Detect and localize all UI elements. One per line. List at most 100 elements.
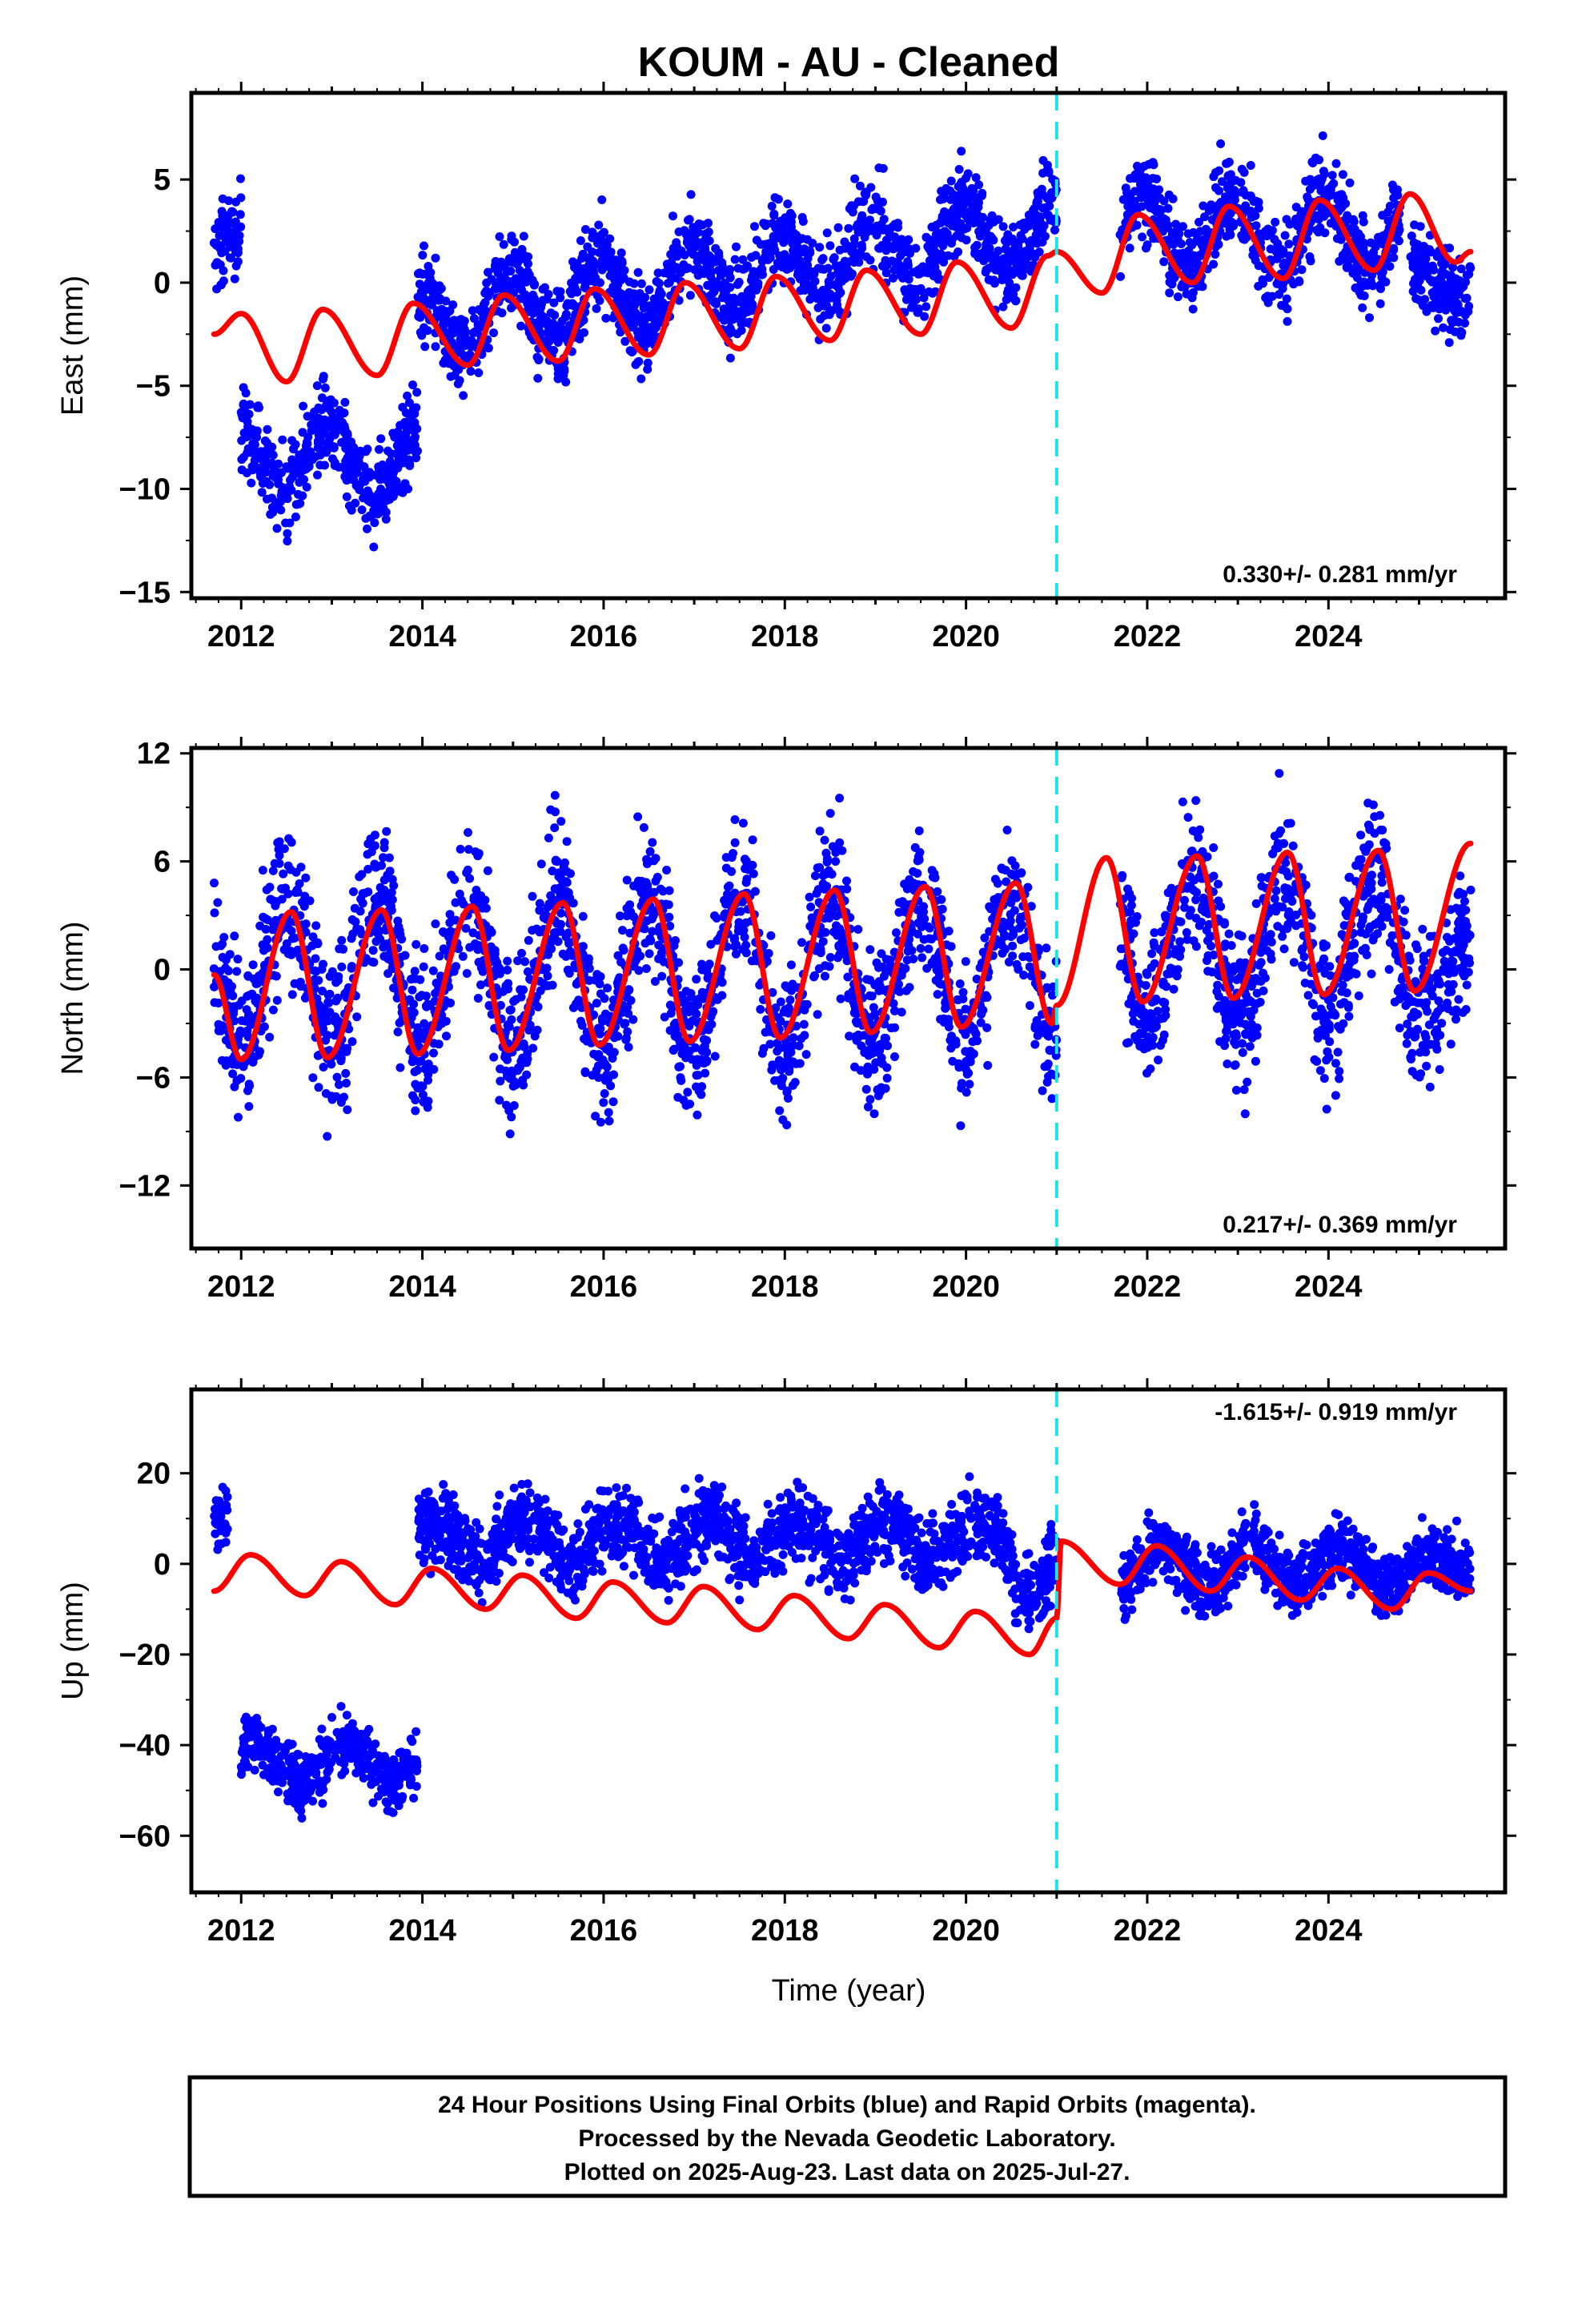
north-data-point: [1004, 957, 1014, 967]
east-data-point: [1224, 180, 1234, 190]
north-data-point: [676, 1073, 685, 1083]
east-data-point: [861, 191, 870, 200]
north-data-point: [621, 1035, 631, 1044]
east-data-point: [956, 179, 966, 188]
east-data-point: [820, 311, 829, 320]
east-data-point: [912, 295, 921, 304]
north-data-point: [458, 951, 468, 961]
east-data-point: [1431, 326, 1440, 336]
east-data-point: [237, 465, 247, 475]
east-data-point: [1438, 267, 1447, 277]
east-data-point: [519, 231, 528, 241]
north-data-point: [692, 1082, 701, 1092]
east-data-point: [1461, 277, 1470, 287]
east-data-point: [850, 174, 860, 183]
north-data-point: [418, 1082, 428, 1092]
east-data-point: [346, 457, 355, 467]
north-data-point: [429, 1064, 439, 1074]
east-data-point: [252, 450, 261, 460]
north-data-point: [628, 1015, 638, 1024]
north-data-point: [980, 933, 990, 943]
east-data-point: [294, 466, 303, 476]
east-data-point: [312, 381, 322, 391]
east-data-point: [327, 414, 337, 424]
east-data-point: [523, 296, 532, 306]
east-data-point: [1122, 188, 1131, 198]
north-data-point: [273, 838, 283, 847]
east-data-point: [646, 304, 656, 314]
north-data-point: [697, 1046, 707, 1055]
east-data-point: [452, 365, 462, 375]
north-data-point: [519, 1080, 528, 1090]
north-data-point: [665, 886, 674, 895]
east-data-point: [237, 436, 247, 445]
east-data-point: [665, 259, 674, 269]
east-data-point: [408, 425, 418, 435]
north-data-point: [644, 949, 654, 959]
north-data-point: [820, 884, 829, 894]
east-data-point: [1223, 159, 1232, 168]
north-data-point: [881, 1084, 890, 1093]
east-data-point: [209, 238, 219, 247]
east-data-point: [1182, 289, 1191, 299]
east-data-point: [404, 398, 414, 408]
east-data-point: [567, 278, 576, 287]
north-data-point: [248, 960, 258, 970]
east-data-point: [921, 302, 931, 312]
north-data-point: [368, 946, 378, 955]
north-data-point: [986, 904, 995, 914]
east-data-point: [974, 180, 984, 190]
north-data-point: [445, 918, 455, 927]
north-data-point: [774, 1055, 784, 1065]
east-data-point: [1019, 261, 1029, 271]
north-data-point: [210, 879, 219, 888]
east-data-point: [298, 428, 307, 437]
north-data-point: [730, 838, 740, 847]
east-data-point: [307, 426, 316, 436]
north-data-point: [853, 925, 863, 934]
east-data-point: [631, 360, 640, 369]
east-data-point: [620, 303, 629, 312]
east-data-point: [1319, 167, 1328, 176]
north-data-point: [379, 843, 389, 853]
north-data-point: [693, 1055, 702, 1064]
north-data-point: [418, 1090, 428, 1100]
north-data-point: [568, 951, 577, 960]
east-data-point: [874, 163, 884, 173]
north-data-point: [301, 873, 311, 883]
north-data-point: [816, 947, 825, 956]
east-data-point: [891, 235, 901, 243]
east-data-point: [448, 300, 458, 310]
east-data-point: [295, 477, 304, 487]
east-data-point: [1291, 203, 1301, 212]
east-data-point: [706, 271, 716, 281]
east-data-point: [730, 255, 740, 264]
north-data-point: [548, 866, 557, 876]
north-data-point: [1042, 1077, 1052, 1087]
east-data-point: [998, 222, 1008, 231]
east-data-point: [532, 297, 542, 307]
north-data-point: [524, 1025, 534, 1035]
north-data-point: [598, 1016, 607, 1026]
east-data-point: [1385, 262, 1395, 271]
north-data-point: [686, 989, 696, 998]
north-data-point: [464, 828, 472, 837]
east-data-point: [857, 215, 866, 224]
north-data-point: [331, 996, 341, 1006]
east-data-point: [733, 263, 743, 273]
north-data-point: [1016, 912, 1026, 922]
north-data-point: [766, 931, 776, 940]
east-data-point: [979, 256, 989, 266]
east-data-point: [388, 486, 398, 496]
east-data-point: [855, 181, 865, 191]
east-data-point: [268, 508, 278, 517]
east-data-point: [235, 210, 245, 219]
east-data-point: [343, 473, 353, 483]
north-data-point: [666, 1008, 676, 1018]
east-data-point: [1032, 199, 1042, 208]
north-data-point: [503, 956, 512, 966]
east-data-point: [608, 288, 618, 298]
east-data-point: [844, 223, 853, 233]
east-data-point: [636, 374, 646, 384]
east-data-point: [1409, 238, 1419, 247]
